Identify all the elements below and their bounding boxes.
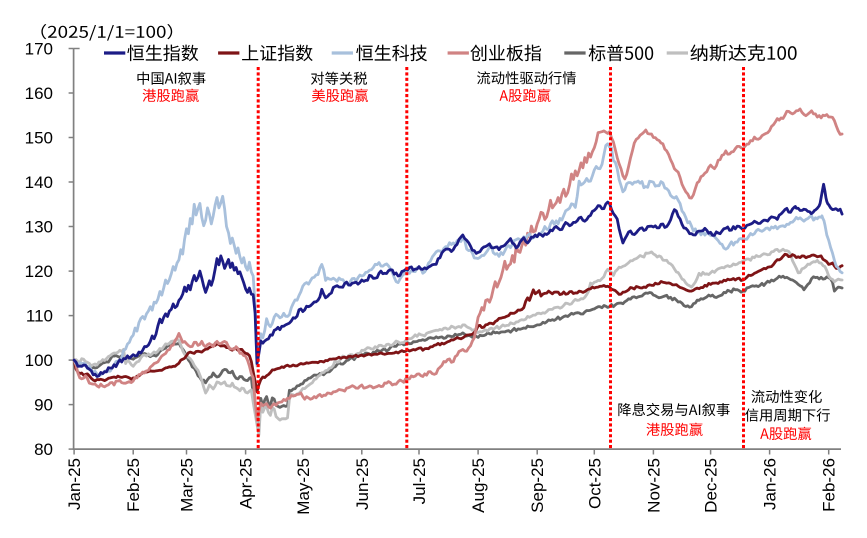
svg-text:110: 110: [26, 307, 53, 326]
svg-text:160: 160: [25, 84, 53, 103]
svg-text:130: 130: [25, 218, 53, 237]
svg-text:Feb-25: Feb-25: [124, 458, 143, 512]
svg-text:Dec-25: Dec-25: [702, 458, 721, 513]
svg-text:170: 170: [25, 40, 53, 59]
svg-text:May-25: May-25: [294, 458, 313, 515]
svg-text:80: 80: [34, 440, 53, 459]
svg-text:120: 120: [25, 262, 53, 281]
svg-text:Sep-25: Sep-25: [528, 458, 547, 513]
svg-text:Jul-25: Jul-25: [410, 458, 429, 504]
svg-text:Mar-25: Mar-25: [178, 458, 197, 512]
svg-text:Oct-25: Oct-25: [585, 458, 604, 509]
svg-text:100: 100: [25, 351, 53, 370]
svg-text:Feb-26: Feb-26: [820, 458, 839, 512]
svg-text:Aug-25: Aug-25: [469, 458, 488, 513]
svg-text:Jan-25: Jan-25: [65, 458, 84, 510]
svg-text:Apr-25: Apr-25: [237, 458, 256, 509]
svg-text:90: 90: [34, 396, 53, 415]
svg-text:Nov-25: Nov-25: [644, 458, 663, 513]
svg-text:Jan-26: Jan-26: [761, 458, 780, 510]
svg-text:140: 140: [25, 173, 53, 192]
svg-text:Jun-25: Jun-25: [353, 458, 372, 510]
svg-text:150: 150: [25, 129, 53, 148]
